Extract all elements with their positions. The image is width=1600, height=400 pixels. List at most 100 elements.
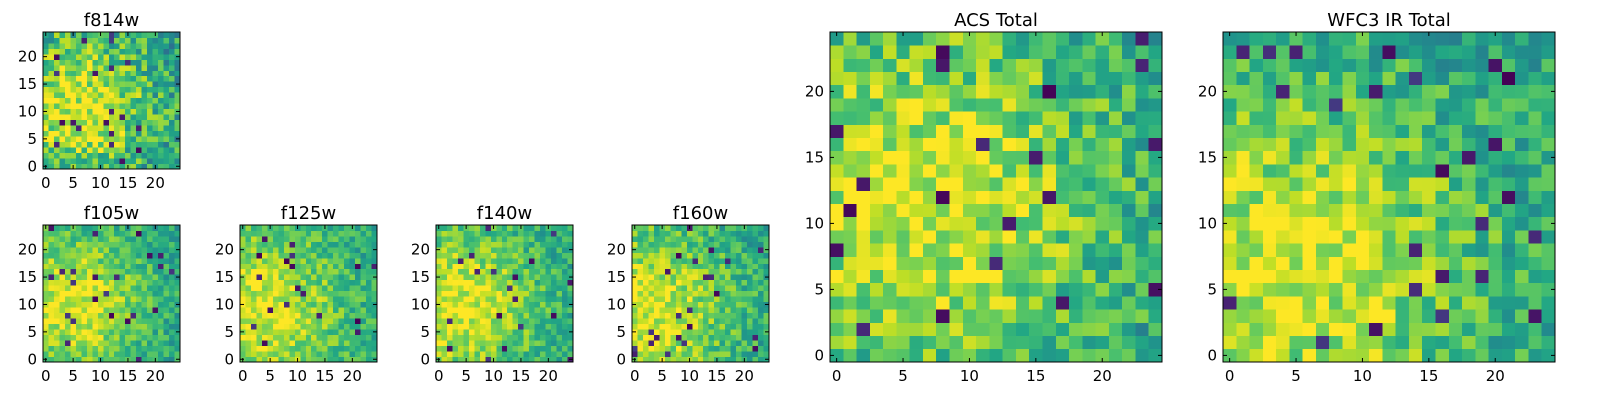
heatmap-cell [114, 147, 121, 153]
heatmap-cell [141, 92, 148, 99]
heatmap-cell [64, 268, 71, 275]
heatmap-cell [92, 114, 99, 121]
x-tick-label: 0 [238, 367, 248, 385]
heatmap-cell [989, 256, 1004, 270]
heatmap-cell [1382, 137, 1397, 152]
heatmap-cell [141, 163, 148, 170]
heatmap-cell [158, 296, 164, 303]
heatmap-cell [103, 92, 110, 99]
heatmap-cell [322, 274, 329, 281]
heatmap-cell [130, 119, 137, 126]
heatmap-cell [163, 345, 170, 352]
heatmap-cell [86, 312, 93, 319]
heatmap-cell [169, 334, 175, 341]
heatmap-cell [1528, 164, 1543, 178]
heatmap-cell [174, 225, 181, 231]
heatmap-cell [741, 312, 748, 319]
heatmap-cell [936, 111, 950, 125]
heatmap-cell [316, 318, 323, 325]
heatmap-cell [316, 268, 323, 275]
heatmap-cell [130, 290, 137, 297]
heatmap-cell [305, 241, 312, 248]
heatmap-cell [1029, 203, 1043, 218]
heatmap-cell [1042, 71, 1057, 86]
heatmap-cell [736, 230, 742, 237]
heatmap-cell [556, 230, 563, 237]
heatmap-cell [1408, 296, 1423, 310]
heatmap-cell [659, 246, 666, 253]
heatmap-cell [64, 230, 71, 237]
heatmap-cell [152, 37, 159, 44]
heatmap-cell [463, 323, 470, 330]
heatmap-cell [896, 98, 911, 112]
heatmap-cell [267, 307, 274, 314]
heatmap-cell [551, 252, 557, 259]
heatmap-cell [349, 285, 356, 292]
heatmap-cell [81, 235, 88, 242]
heatmap-cell [1262, 98, 1277, 112]
heatmap-cell [136, 141, 143, 148]
plot-frame [631, 224, 770, 363]
heatmap-cell [562, 268, 568, 275]
heatmap-cell [1236, 335, 1250, 350]
heatmap-cell [289, 312, 296, 319]
heatmap-cell [97, 64, 104, 71]
heatmap-cell [909, 203, 924, 218]
heatmap-cell [278, 356, 285, 363]
heatmap-cell [501, 329, 508, 335]
heatmap-cell [1315, 190, 1330, 204]
heatmap-cell [48, 147, 55, 153]
heatmap-cell [81, 158, 88, 164]
heatmap-cell [1408, 269, 1423, 284]
heatmap-cell [830, 203, 844, 218]
heatmap-cell [108, 158, 115, 164]
heatmap-cell [463, 301, 470, 308]
heatmap-cell [333, 241, 340, 248]
heatmap-cell [240, 345, 246, 352]
heatmap-cell [763, 230, 770, 237]
heatmap-cell [830, 230, 844, 244]
heatmap-cell [463, 334, 470, 341]
heatmap-cell [349, 263, 356, 270]
heatmap-cell [81, 136, 88, 142]
heatmap-cell [338, 274, 345, 281]
heatmap-cell [725, 285, 732, 292]
heatmap-cell [152, 86, 159, 93]
heatmap-cell [130, 136, 137, 142]
heatmap-cell [856, 98, 871, 112]
heatmap-cell [75, 70, 82, 77]
heatmap-cell [1369, 335, 1383, 350]
heatmap-cell [540, 334, 546, 341]
heatmap-cell [736, 246, 742, 253]
heatmap-cell [1236, 243, 1250, 257]
heatmap-cell [1015, 269, 1030, 284]
heatmap-cell [86, 125, 93, 132]
heatmap-cell [708, 235, 715, 242]
heatmap-cell [1055, 203, 1070, 218]
heatmap-cell [989, 322, 1004, 336]
heatmap-cell [843, 243, 857, 257]
heatmap-cell [119, 53, 126, 60]
heatmap-cell [556, 268, 563, 275]
heatmap-cell [976, 335, 990, 350]
heatmap-cell [344, 230, 350, 237]
heatmap-cell [562, 340, 568, 346]
heatmap-cell [59, 92, 66, 99]
heatmap-cell [1249, 348, 1264, 363]
heatmap-cell [108, 32, 115, 38]
heatmap-cell [490, 263, 497, 270]
heatmap-cell [642, 301, 649, 308]
heatmap-cell [1541, 269, 1556, 284]
heatmap-cell [501, 246, 508, 253]
heatmap-cell [355, 290, 361, 297]
heatmap-cell [457, 241, 464, 248]
heatmap-cell [1475, 45, 1489, 59]
heatmap-cell [250, 268, 257, 275]
heatmap-cell [108, 268, 115, 275]
heatmap-cell [490, 268, 497, 275]
heatmap-cell [163, 312, 170, 319]
heatmap-cell [1488, 45, 1503, 59]
heatmap-cell [675, 257, 682, 264]
heatmap-cell [441, 241, 448, 248]
heatmap-cell [1369, 190, 1383, 204]
